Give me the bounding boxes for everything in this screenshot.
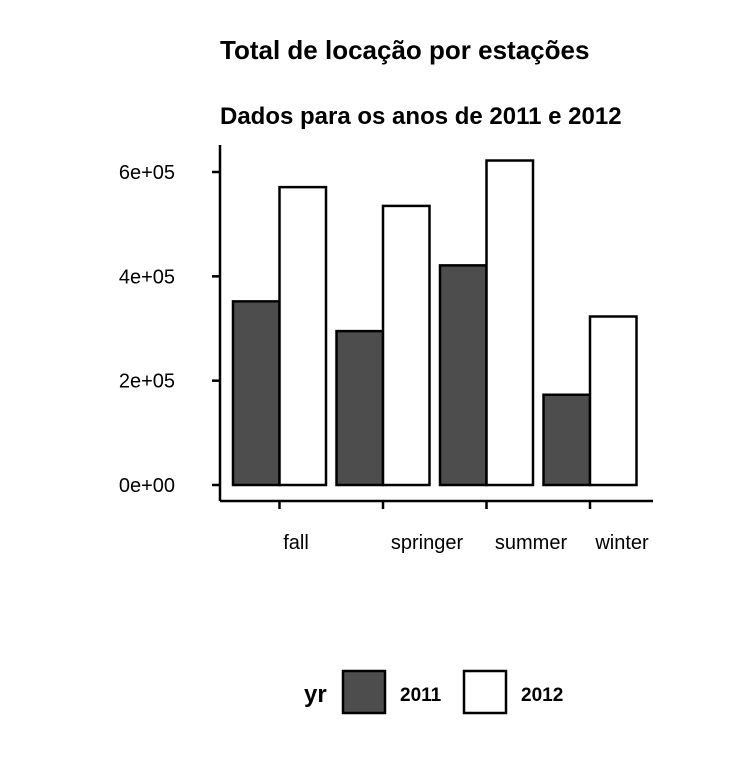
y-tick-label: 2e+05 xyxy=(119,371,175,393)
y-tick-label: 0e+00 xyxy=(119,475,175,497)
bar-springer-2011 xyxy=(335,329,385,487)
legend-label-2012: 2012 xyxy=(521,685,563,706)
x-tick-label-springer: springer xyxy=(391,532,464,554)
legend-swatch-2011 xyxy=(341,669,387,715)
bar-fall-2012 xyxy=(278,185,328,487)
legend: yr 2011 2012 xyxy=(304,669,563,715)
chart-title: Total de locação por estações xyxy=(220,35,589,65)
y-tick-label: 4e+05 xyxy=(119,266,175,288)
legend-swatch-2012 xyxy=(462,669,508,715)
bar-summer-2011 xyxy=(438,264,488,487)
y-tick-label: 6e+05 xyxy=(119,162,175,184)
bar-winter-2012 xyxy=(588,315,638,487)
x-tick-label-summer: summer xyxy=(495,532,568,554)
x-tick-label-fall: fall xyxy=(283,532,309,554)
y-axis: 0e+00 2e+05 4e+05 6e+05 xyxy=(119,145,222,501)
legend-title: yr xyxy=(304,681,327,708)
bar-summer-2012 xyxy=(485,159,535,487)
chart-subtitle: Dados para os anos de 2011 e 2012 xyxy=(220,103,622,130)
bar-fall-2011 xyxy=(231,300,281,487)
x-tick-label-winter: winter xyxy=(594,532,649,554)
bar-springer-2012 xyxy=(381,204,431,487)
bar-winter-2011 xyxy=(542,393,592,487)
bars xyxy=(231,159,638,487)
x-axis: fall springer summer winter xyxy=(220,499,653,554)
legend-label-2011: 2011 xyxy=(400,685,442,706)
